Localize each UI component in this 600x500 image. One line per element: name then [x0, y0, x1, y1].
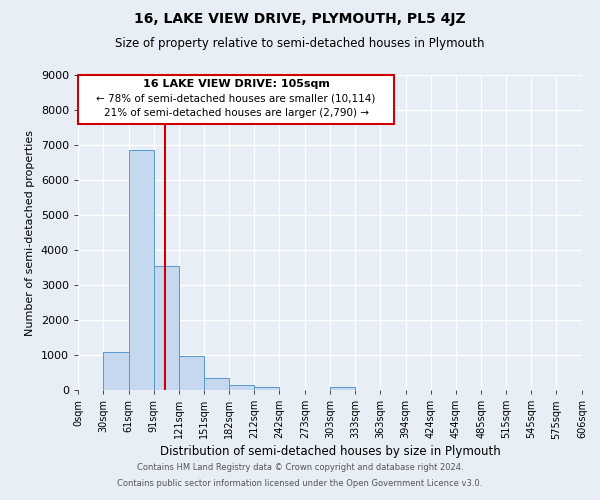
Text: Contains public sector information licensed under the Open Government Licence v3: Contains public sector information licen…	[118, 478, 482, 488]
Bar	[254, 387, 279, 390]
Text: 16 LAKE VIEW DRIVE: 105sqm: 16 LAKE VIEW DRIVE: 105sqm	[143, 79, 329, 89]
Bar	[129, 150, 154, 390]
Text: 16, LAKE VIEW DRIVE, PLYMOUTH, PL5 4JZ: 16, LAKE VIEW DRIVE, PLYMOUTH, PL5 4JZ	[134, 12, 466, 26]
X-axis label: Distribution of semi-detached houses by size in Plymouth: Distribution of semi-detached houses by …	[160, 446, 500, 458]
Bar	[179, 356, 203, 390]
Bar	[103, 352, 129, 390]
Text: Size of property relative to semi-detached houses in Plymouth: Size of property relative to semi-detach…	[115, 38, 485, 51]
FancyBboxPatch shape	[78, 75, 394, 124]
Text: Contains HM Land Registry data © Crown copyright and database right 2024.: Contains HM Land Registry data © Crown c…	[137, 464, 463, 472]
Bar	[330, 387, 355, 390]
Bar	[203, 378, 229, 390]
Bar	[229, 386, 254, 390]
Y-axis label: Number of semi-detached properties: Number of semi-detached properties	[25, 130, 35, 336]
Text: 21% of semi-detached houses are larger (2,790) →: 21% of semi-detached houses are larger (…	[104, 108, 368, 118]
Text: ← 78% of semi-detached houses are smaller (10,114): ← 78% of semi-detached houses are smalle…	[97, 94, 376, 104]
Bar	[154, 266, 179, 390]
